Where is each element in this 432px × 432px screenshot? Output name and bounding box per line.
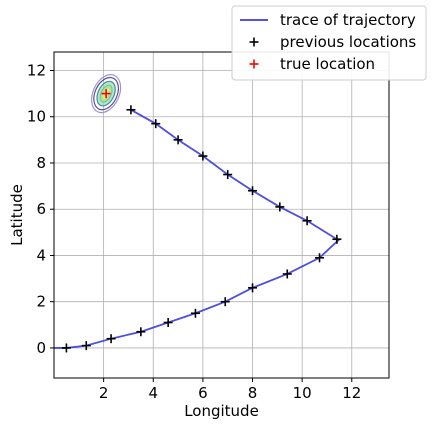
y-axis-label: Latitude — [8, 184, 26, 246]
contour-ellipse — [91, 74, 122, 114]
legend-entry: trace of trajectory — [240, 11, 416, 29]
previous-location-marker — [223, 170, 233, 180]
markers-layer — [61, 89, 342, 353]
previous-location-marker — [173, 135, 183, 145]
previous-location-marker — [302, 216, 312, 226]
x-tick-label: 10 — [293, 384, 312, 402]
y-tick-label: 2 — [36, 293, 46, 311]
contour-ellipse — [93, 76, 119, 111]
legend-entry: previous locations — [249, 33, 416, 51]
previous-location-marker — [198, 151, 208, 161]
x-axis-label: Longitude — [184, 402, 259, 420]
y-tick-label: 8 — [36, 154, 46, 172]
legend-label: true location — [280, 55, 375, 73]
previous-location-marker — [332, 234, 342, 244]
legend-label: trace of trajectory — [280, 11, 416, 29]
previous-location-marker — [81, 341, 91, 351]
previous-location-marker — [248, 186, 258, 196]
legend: trace of trajectory previous locations tru… — [231, 5, 427, 81]
previous-location-marker — [190, 308, 200, 318]
legend-box — [231, 5, 427, 81]
x-tick-label: 12 — [342, 384, 361, 402]
x-tick-label: 8 — [248, 384, 258, 402]
y-tick-label: 12 — [27, 61, 46, 79]
y-tick-label: 4 — [36, 246, 46, 264]
x-tick-label: 4 — [148, 384, 158, 402]
x-axis-ticks: 2 4 6 8 10 12 — [99, 378, 361, 402]
previous-location-marker — [163, 318, 173, 328]
y-tick-label: 0 — [36, 339, 46, 357]
previous-location-marker — [275, 202, 285, 212]
x-tick-label: 6 — [198, 384, 208, 402]
trajectory-line-layer — [54, 109, 342, 349]
plot-frame — [53, 51, 390, 379]
legend-entry: true location — [249, 55, 375, 73]
trajectory-line — [54, 109, 342, 349]
previous-location-marker — [282, 269, 292, 279]
previous-location-marker — [220, 297, 230, 307]
previous-location-marker — [248, 283, 258, 293]
x-tick-label: 2 — [99, 384, 109, 402]
previous-location-marker — [315, 253, 325, 263]
y-axis-ticks: 0 2 4 6 8 10 12 — [27, 61, 54, 357]
previous-location-marker — [136, 327, 146, 337]
legend-label: previous locations — [280, 33, 416, 51]
y-tick-label: 10 — [27, 108, 46, 126]
previous-location-marker — [126, 105, 136, 115]
previous-location-marker — [106, 334, 116, 344]
previous-location-marker — [151, 119, 161, 129]
previous-location-marker — [61, 343, 71, 353]
true-location-marker — [101, 89, 111, 99]
y-tick-label: 6 — [36, 200, 46, 218]
